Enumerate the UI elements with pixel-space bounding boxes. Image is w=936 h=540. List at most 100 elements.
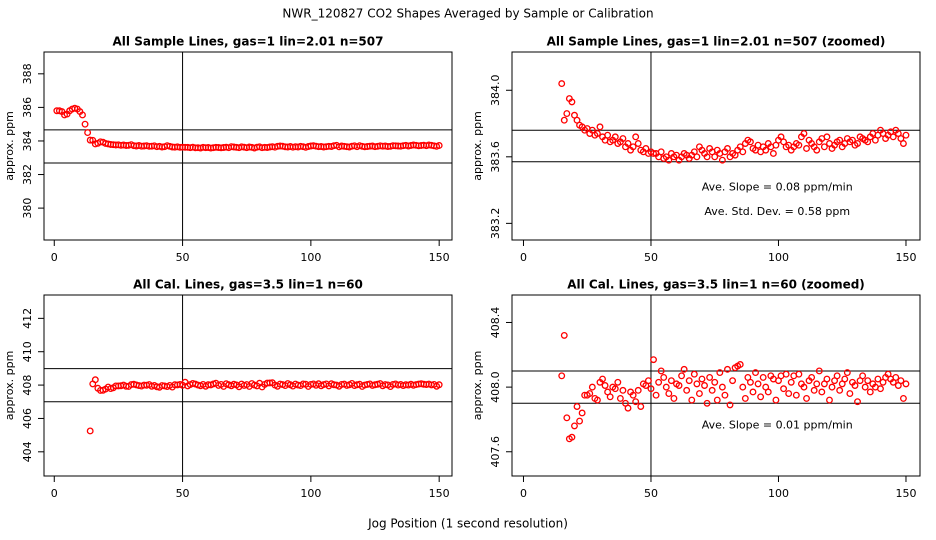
point: [703, 399, 711, 407]
x-tick-label: 150: [895, 487, 916, 500]
point: [568, 98, 576, 106]
point: [606, 393, 614, 401]
point: [764, 388, 772, 396]
point: [634, 140, 642, 147]
point: [560, 116, 568, 124]
point: [713, 396, 721, 404]
point: [435, 142, 443, 149]
point: [711, 153, 719, 161]
panel: All Sample Lines, gas=1 lin=2.01 n=507 (…: [471, 35, 921, 264]
point: [769, 150, 777, 157]
point: [670, 394, 678, 402]
y-tick-label: 408.4: [489, 307, 502, 339]
point: [718, 383, 726, 391]
point: [782, 370, 790, 378]
x-tick-label: 150: [895, 251, 916, 264]
y-axis-label: approx. ppm: [3, 111, 16, 181]
point: [861, 383, 869, 391]
point: [795, 370, 803, 378]
point: [813, 146, 821, 154]
point: [84, 129, 92, 137]
point: [757, 393, 765, 401]
point: [877, 385, 884, 393]
point: [560, 331, 568, 339]
point: [563, 110, 571, 118]
point: [739, 383, 747, 391]
point: [675, 382, 683, 389]
x-tick-label: 0: [520, 487, 527, 500]
point: [762, 146, 770, 154]
point: [665, 156, 673, 164]
x-tick-label: 100: [300, 251, 321, 264]
point: [818, 388, 826, 396]
point: [795, 141, 803, 149]
point: [823, 133, 831, 141]
point: [820, 143, 828, 151]
point: [833, 372, 841, 380]
point: [846, 390, 854, 398]
point: [586, 390, 594, 398]
point: [578, 409, 586, 417]
point: [866, 388, 874, 396]
point: [726, 401, 734, 409]
point: [724, 145, 731, 152]
point: [859, 372, 867, 380]
page-title: NWR_120827 CO2 Shapes Averaged by Sample…: [282, 7, 653, 21]
point: [711, 378, 719, 386]
point: [634, 386, 642, 394]
point: [86, 136, 94, 144]
point: [874, 375, 882, 383]
point: [86, 427, 94, 435]
point: [650, 150, 657, 157]
point: [629, 143, 637, 151]
x-tick-label: 100: [300, 487, 321, 500]
point: [854, 398, 861, 406]
point: [701, 382, 708, 389]
panel-title: All Cal. Lines, gas=3.5 lin=1 n=60 (zoom…: [567, 278, 865, 292]
point: [435, 381, 443, 389]
point: [678, 372, 686, 380]
point: [685, 377, 693, 385]
plot-frame: [43, 51, 453, 241]
point: [899, 394, 907, 402]
point: [601, 382, 609, 389]
point: [716, 369, 724, 377]
point: [803, 145, 810, 152]
y-tick-label: 383.6: [489, 141, 502, 173]
point: [688, 396, 696, 404]
x-tick-label: 0: [51, 487, 58, 500]
point: [746, 138, 754, 146]
point: [657, 367, 665, 375]
point: [902, 380, 910, 388]
y-tick-label: 384.0: [489, 75, 502, 107]
point: [843, 369, 851, 377]
y-tick-label: 410: [21, 341, 34, 362]
point: [637, 403, 645, 410]
point: [665, 390, 673, 398]
point: [752, 369, 759, 377]
point: [644, 377, 652, 385]
point: [836, 136, 844, 144]
point: [596, 123, 604, 131]
point: [599, 375, 606, 383]
point: [693, 153, 701, 161]
y-tick-label: 407.6: [489, 436, 502, 468]
point: [568, 433, 576, 441]
point: [787, 378, 795, 386]
y-tick-label: 406: [21, 408, 34, 429]
point: [899, 140, 907, 147]
point: [703, 153, 711, 161]
point: [655, 378, 663, 386]
annotation: Ave. Slope = 0.01 ppm/min: [702, 418, 853, 431]
point: [571, 422, 578, 430]
point: [780, 385, 788, 393]
y-tick-label: 386: [21, 97, 34, 118]
point: [813, 380, 821, 388]
x-tick-label: 50: [176, 487, 190, 500]
point: [892, 373, 900, 381]
point: [657, 148, 665, 156]
point: [693, 380, 701, 388]
point: [841, 375, 849, 383]
y-tick-label: 382: [21, 164, 34, 185]
point: [593, 130, 601, 137]
